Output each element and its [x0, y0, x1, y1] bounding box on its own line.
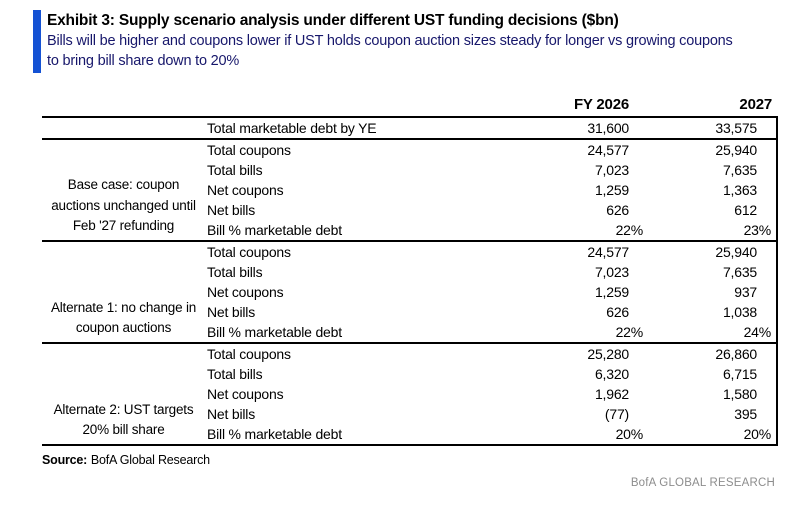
value-fy2026: 1,259 — [594, 181, 629, 198]
value-2027: 26,860 — [645, 342, 778, 364]
value-2027: 25,940 — [645, 240, 778, 262]
table-row: Net coupons 1,259 1,363 — [42, 179, 778, 200]
table-row: Bill % marketable debt 22% 23% — [42, 219, 778, 242]
value-2027: 6,715 — [645, 363, 778, 384]
header-spacer — [205, 88, 450, 118]
value-2027: 612 — [645, 199, 778, 220]
value-fy2026: 22% — [450, 321, 645, 344]
table-row: Net bills (77) 395 — [42, 403, 778, 424]
metric-label: Total marketable debt by YE — [205, 116, 450, 140]
metric-label: Net bills — [207, 201, 255, 218]
value-2027: 24% — [645, 321, 778, 344]
value-2027: 1,363 — [645, 179, 778, 200]
table-row: Total bills 7,023 7,635 — [42, 159, 778, 180]
header-spacer — [42, 88, 205, 118]
exhibit-header: Exhibit 3: Supply scenario analysis unde… — [33, 10, 777, 73]
metric-label: Total bills — [207, 263, 263, 280]
scenario-label-base-case: Base case: coupon auctions unchanged unt… — [42, 138, 205, 242]
source-label: Source: — [42, 452, 88, 467]
table-row: Bill % marketable debt 22% 24% — [42, 321, 778, 344]
table-row: Net coupons 1,962 1,580 — [42, 383, 778, 404]
metric-label: Net coupons — [207, 385, 284, 402]
value-fy2026: 24,577 — [587, 243, 629, 260]
value-fy2026: 7,023 — [594, 263, 629, 280]
metric-label: Total bills — [207, 161, 263, 178]
table-row: Net coupons 1,259 937 — [42, 281, 778, 302]
table-row: Bill % marketable debt 20% 20% — [42, 423, 778, 446]
metric-label: Total coupons — [207, 243, 291, 260]
value-fy2026: 6,320 — [594, 365, 629, 382]
exhibit-subtitle: Bills will be higher and coupons lower i… — [47, 33, 733, 69]
value-2027: 25,940 — [645, 138, 778, 160]
metric-label: Net coupons — [207, 181, 284, 198]
table-row: Total bills 7,023 7,635 — [42, 261, 778, 282]
metric-label: Total bills — [207, 365, 263, 382]
metric-label: Bill % marketable debt — [205, 423, 450, 446]
metric-label: Bill % marketable debt — [205, 219, 450, 242]
value-fy2026: 626 — [606, 201, 629, 218]
metric-label: Total coupons — [207, 141, 291, 158]
value-fy2026: 31,600 — [450, 116, 645, 140]
metric-label: Net coupons — [207, 283, 284, 300]
metric-label: Total coupons — [207, 345, 291, 362]
value-2027: 1,038 — [645, 301, 778, 322]
col-header-2027: 2027 — [645, 88, 777, 118]
value-2027: 7,635 — [645, 159, 778, 180]
value-2027: 395 — [645, 403, 778, 424]
metric-label: Bill % marketable debt — [205, 321, 450, 344]
value-fy2026: 20% — [450, 423, 645, 446]
table-row: Total bills 6,320 6,715 — [42, 363, 778, 384]
metric-label: Net bills — [207, 303, 255, 320]
value-fy2026: 626 — [606, 303, 629, 320]
value-2027: 23% — [645, 219, 778, 242]
table-row-total-debt: Total marketable debt by YE 31,600 33,57… — [42, 116, 778, 140]
value-2027: 7,635 — [645, 261, 778, 282]
value-fy2026: (77) — [604, 405, 629, 422]
column-header-row: FY 2026 2027 — [42, 88, 777, 118]
value-fy2026: 1,259 — [594, 283, 629, 300]
table-row: Alternate 1: no change in coupon auction… — [42, 240, 778, 344]
table-row: Base case: coupon auctions unchanged unt… — [42, 138, 778, 242]
exhibit-title: Exhibit 3: Supply scenario analysis unde… — [47, 12, 619, 29]
value-fy2026: 1,962 — [594, 385, 629, 402]
scenario-label-alternate-2: Alternate 2: UST targets 20% bill share — [42, 342, 205, 446]
value-2027: 33,575 — [645, 116, 778, 140]
brand-text: BofA GLOBAL RESEARCH — [630, 476, 775, 489]
value-fy2026: 7,023 — [594, 161, 629, 178]
brand-line: BofA GLOBAL RESEARCH — [0, 477, 791, 489]
col-header-fy2026: FY 2026 — [450, 88, 645, 118]
empty-scenario-cell — [42, 116, 205, 140]
table-row: Alternate 2: UST targets 20% bill share … — [42, 342, 778, 446]
scenario-label-alternate-1: Alternate 1: no change in coupon auction… — [42, 240, 205, 344]
source-line: Source: BofA Global Research — [42, 453, 791, 467]
table-body: Total marketable debt by YE 31,600 33,57… — [42, 116, 778, 446]
source-text: BofA Global Research — [90, 452, 210, 467]
table-header: FY 2026 2027 — [42, 88, 777, 118]
metric-label: Net bills — [207, 405, 255, 422]
table-row: Net bills 626 1,038 — [42, 301, 778, 322]
table-row: Net bills 626 612 — [42, 199, 778, 220]
value-fy2026: 25,280 — [587, 345, 629, 362]
supply-scenario-table: FY 2026 2027 Total marketable debt by YE… — [42, 88, 778, 446]
value-2027: 20% — [645, 423, 778, 446]
value-2027: 937 — [645, 281, 778, 302]
value-fy2026: 24,577 — [587, 141, 629, 158]
value-2027: 1,580 — [645, 383, 778, 404]
value-fy2026: 22% — [450, 219, 645, 242]
